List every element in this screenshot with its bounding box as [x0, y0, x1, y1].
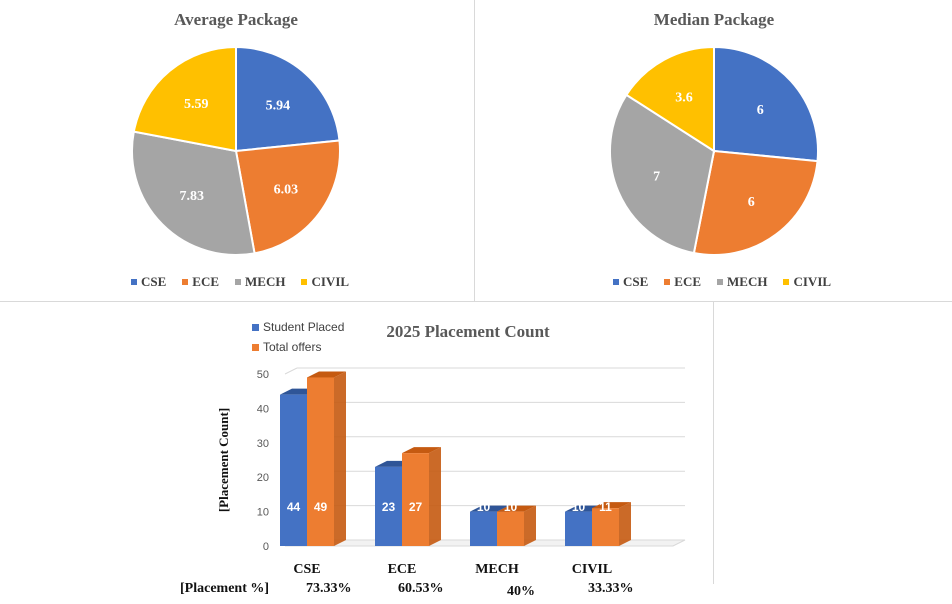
percent-mech: 40%: [507, 584, 535, 599]
bar-data-label: 10: [477, 500, 491, 514]
bar-side-ece: [429, 447, 441, 546]
pie-data-label: 6.03: [274, 183, 299, 198]
bar-data-label: 27: [409, 500, 423, 514]
bar-legend: Student Placed Total offers: [252, 320, 344, 354]
legend-item-total-offers: Total offers: [252, 340, 344, 354]
pie-slice-ece: [234, 139, 341, 255]
bar-data-label: 10: [572, 500, 586, 514]
legend-swatch-mech: [717, 279, 724, 285]
placement-percent-label: [Placement %]: [180, 581, 270, 596]
bar-side-mech: [524, 505, 536, 546]
legend-label: ECE: [674, 274, 702, 289]
median-package-pie: 6 6 7 3.6: [609, 45, 819, 256]
legend-label: Student Placed: [263, 320, 345, 334]
bar-data-label: 11: [599, 500, 612, 514]
legend-swatch-civil: [301, 279, 308, 285]
x-tick-label: ECE: [388, 562, 417, 577]
pie-slice-civil: [132, 45, 237, 153]
bar-side-civil: [619, 502, 631, 546]
placement-bar-chart: 0 10 20 30 40 50 [Placement Count] 44 49 CSE 23 27 E…: [216, 367, 686, 577]
vertical-divider-bottom: [713, 302, 714, 584]
horizontal-divider: [0, 301, 952, 302]
bar-top-ece: [402, 447, 441, 454]
legend-label: CSE: [141, 274, 167, 289]
x-tick-label: CSE: [293, 562, 320, 577]
y-tick-label: 10: [257, 507, 269, 519]
pie-data-label: 7.83: [179, 189, 204, 204]
y-tick-label: 0: [263, 541, 269, 553]
legend-item-student-placed: Student Placed: [252, 320, 344, 334]
legend-swatch-ece: [182, 279, 189, 285]
legend-item-mech: MECH: [717, 274, 767, 290]
gridline-side: [284, 367, 298, 375]
legend-item-civil: CIVIL: [783, 274, 831, 290]
bar-total-offers-civil: [592, 508, 619, 546]
legend-label: ECE: [192, 274, 220, 289]
pie-data-label: 5.59: [184, 97, 209, 112]
y-tick-label: 40: [257, 403, 269, 415]
bar-top-cse: [307, 371, 346, 378]
bar-student-placed-mech: [470, 511, 497, 546]
bar-data-label: 23: [382, 500, 396, 514]
legend-label: Total offers: [263, 340, 322, 354]
legend-label: CIVIL: [793, 274, 832, 289]
placement-count-title: 2025 Placement Count: [386, 322, 550, 341]
y-axis-label: [Placement Count]: [216, 408, 231, 512]
bar-student-placed-cse: [280, 394, 307, 546]
vertical-divider-top: [474, 0, 475, 302]
pie-slice-ece: [692, 149, 819, 256]
pie-data-label: 6: [748, 195, 755, 210]
legend-swatch-cse: [613, 279, 619, 285]
legend-label: MECH: [245, 274, 286, 289]
median-package-title: Median Package: [653, 10, 775, 29]
legend-item-ece: ECE: [182, 274, 219, 290]
legend-item-mech: MECH: [235, 274, 285, 290]
y-tick-label: 30: [257, 438, 269, 450]
median-package-legend: CSE ECE MECH CIVIL: [613, 274, 831, 290]
legend-swatch-mech: [235, 279, 242, 285]
bar-side-cse: [334, 371, 346, 546]
pie-data-label: 6: [757, 103, 764, 118]
bar-data-label: 10: [504, 500, 518, 514]
average-package-legend: CSE ECE MECH CIVIL: [131, 274, 349, 290]
legend-swatch-ece: [664, 279, 671, 285]
legend-swatch-total-offers: [252, 343, 259, 351]
pie-slice-cse: [235, 45, 341, 153]
bar-total-offers-cse: [307, 377, 334, 546]
legend-label: CIVIL: [311, 274, 350, 289]
bar-top-mech: [470, 505, 509, 512]
legend-label: MECH: [727, 274, 768, 289]
y-tick-label: 50: [257, 369, 269, 381]
average-package-title: Average Package: [174, 10, 298, 29]
legend-item-civil: CIVIL: [301, 274, 349, 290]
bar-data-label: 49: [314, 500, 328, 514]
pie-data-label: 3.6: [675, 90, 693, 105]
bar-total-offers-ece: [402, 453, 429, 546]
bar-top-mech: [497, 505, 536, 512]
average-package-pie: 5.94 6.03 7.83 5.59: [131, 45, 341, 256]
x-tick-label: CIVIL: [572, 562, 612, 577]
pie-slice-cse: [713, 45, 819, 163]
legend-label: CSE: [623, 274, 649, 289]
bar-data-label: 44: [287, 500, 301, 514]
percent-ece: 60.53%: [398, 581, 444, 596]
legend-swatch-civil: [783, 279, 790, 285]
pie-slice-mech: [131, 130, 256, 256]
bar-total-offers-mech: [497, 511, 524, 546]
pie-data-label: 7: [653, 169, 660, 184]
x-tick-label: MECH: [475, 562, 519, 577]
bar-student-placed-civil: [565, 511, 592, 546]
percent-cse: 73.33%: [306, 581, 352, 596]
legend-swatch-cse: [131, 279, 137, 285]
pie-slice-civil: [625, 45, 715, 153]
legend-item-ece: ECE: [664, 274, 701, 290]
percent-civil: 33.33%: [588, 581, 634, 596]
legend-item-cse: CSE: [613, 274, 648, 290]
bar-top-civil: [592, 502, 631, 509]
bar-student-placed-ece: [375, 466, 402, 546]
legend-item-cse: CSE: [131, 274, 166, 290]
y-tick-label: 20: [257, 472, 269, 484]
pie-data-label: 5.94: [266, 99, 291, 114]
legend-swatch-student-placed: [252, 323, 259, 331]
